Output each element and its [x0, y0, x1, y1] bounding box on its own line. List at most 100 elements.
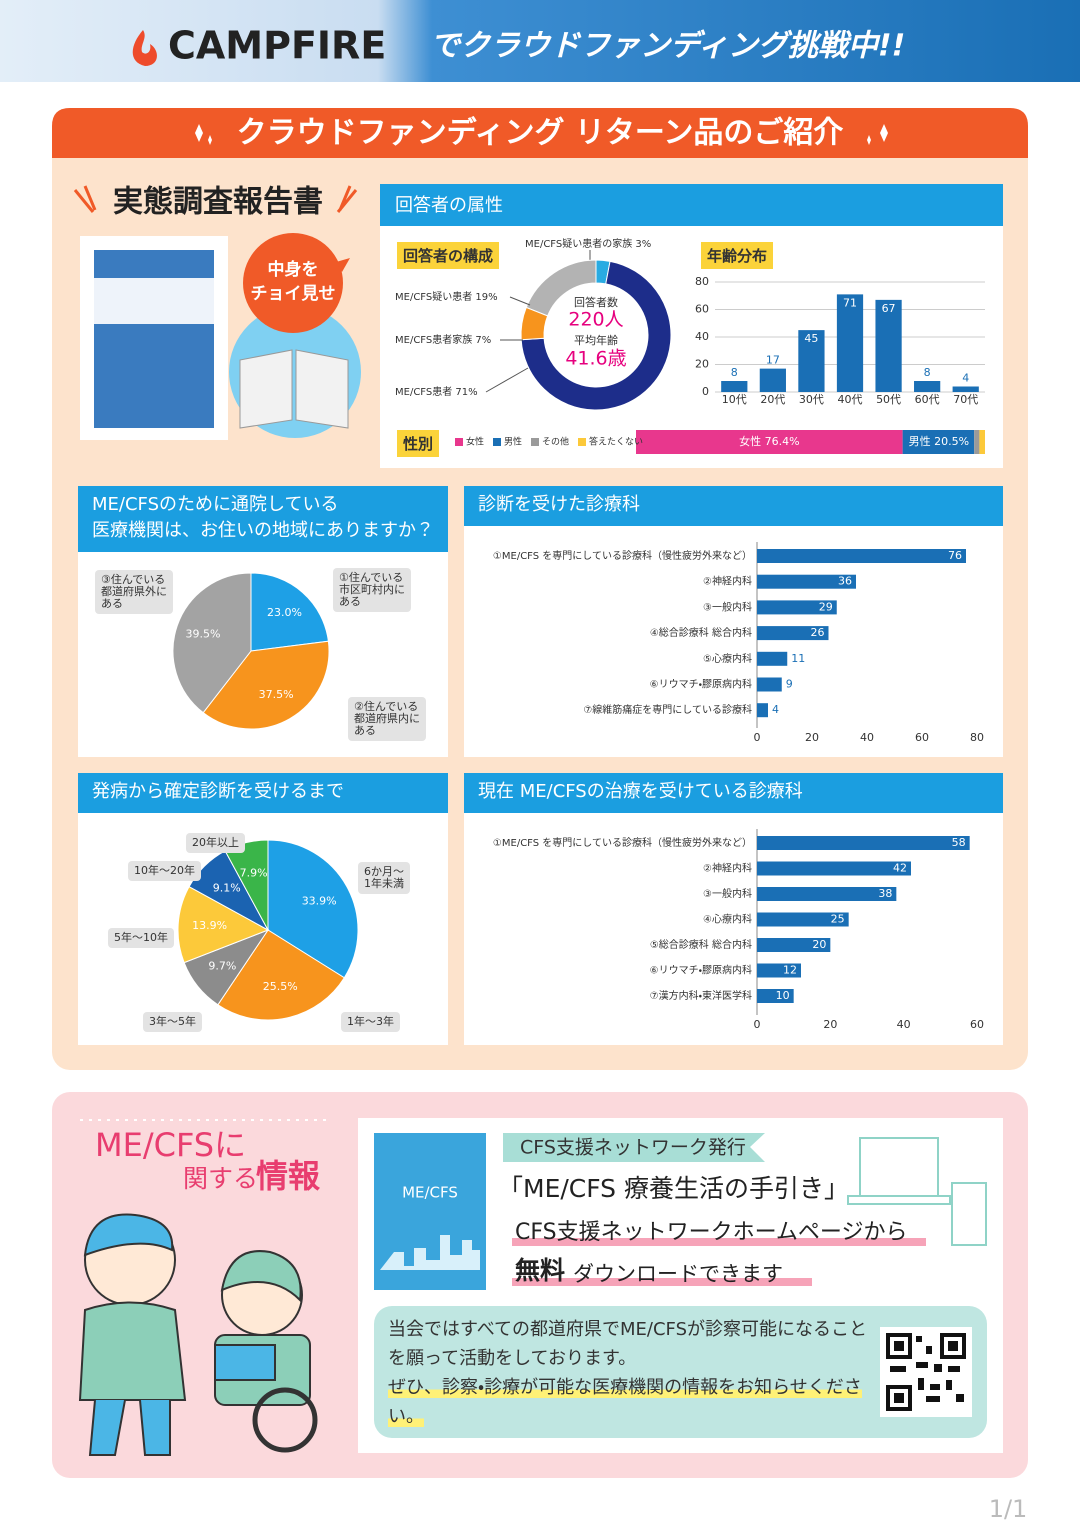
- bar: [757, 938, 831, 952]
- bar: [757, 677, 782, 692]
- value-label: 23.0%: [267, 606, 302, 619]
- category-label: ③一般内科: [703, 887, 752, 900]
- category-label: ME/CFS患者家族 7%: [395, 333, 491, 346]
- legend-swatch: [493, 438, 501, 446]
- bar-segment: [636, 430, 903, 454]
- chart-title: 年齢分布: [701, 242, 774, 269]
- bar: [757, 861, 911, 876]
- qr-code: [886, 1333, 966, 1411]
- category-callout: 3年〜5年: [143, 1012, 202, 1032]
- publisher: CFS支援ネットワーク発行: [520, 1137, 746, 1159]
- download-free: 無料: [515, 1256, 565, 1285]
- legend-swatch: [531, 438, 539, 446]
- category-label: ②神経内科: [703, 862, 752, 875]
- x-tick-label: 0: [754, 731, 761, 744]
- value-label: 9.1%: [213, 882, 241, 895]
- slice: [177, 885, 270, 964]
- value-label: 76: [948, 549, 962, 562]
- slice: [525, 259, 597, 317]
- value-label: 4: [772, 703, 779, 716]
- x-tick-label: 40: [897, 1018, 911, 1031]
- legend-label: その他: [542, 436, 569, 448]
- panel: [464, 773, 1003, 1045]
- category-callout: 20年以上: [186, 833, 245, 853]
- panel-header: 現在 ME/CFSの治療を受けている診療科: [464, 773, 1003, 813]
- value-label: 58: [952, 836, 966, 849]
- center-annotation: 回答者数: [574, 295, 618, 309]
- teaser-circle: [243, 233, 343, 333]
- x-tick-label: 80: [970, 731, 984, 744]
- bar: [757, 836, 970, 850]
- value-label: 男性 20.5%: [909, 434, 969, 448]
- book-cover-town: [380, 1235, 480, 1270]
- value-label: 45: [804, 332, 818, 345]
- bar: [952, 386, 979, 392]
- x-tick-label: 40代: [838, 393, 863, 406]
- report-cover-inner: [94, 250, 214, 428]
- slogan: でクラウドファンディング挑戦中!!: [430, 29, 905, 64]
- legend-swatch: [455, 438, 463, 446]
- x-tick-label: 30代: [799, 393, 824, 406]
- bar: [757, 887, 897, 901]
- bar: [875, 299, 902, 392]
- page-indicator: 1/1: [989, 1495, 1028, 1523]
- bar: [836, 294, 864, 392]
- attributes-panel: [380, 184, 1003, 468]
- category-label: ME/CFS患者 71%: [395, 386, 478, 398]
- book-icon: [239, 349, 349, 429]
- legend-label: 男性: [504, 436, 522, 448]
- y-tick-label: 40: [695, 330, 709, 343]
- x-tick-label: 60: [915, 731, 929, 744]
- category-label: ④心療内科: [703, 913, 752, 926]
- category-label: ⑦線維筋痛症を専門にしている診療科: [583, 703, 752, 716]
- leader-line: [509, 296, 531, 306]
- chart-title: 性別: [397, 430, 440, 457]
- value-label: 11: [791, 652, 805, 665]
- category-label: ①ME/CFS を専門にしている診療科（慢性疲労外来など）: [493, 549, 752, 562]
- x-tick-label: 0: [754, 1018, 761, 1031]
- category-callout: 5年〜10年: [108, 928, 174, 948]
- x-tick-label: 20: [805, 731, 819, 744]
- brand: CAMPFIRE: [168, 24, 386, 68]
- category-callout: 6か月〜 1年未満: [358, 862, 410, 894]
- message: 当会ではすべての都道府県でME/CFSが診察可能になることを願って活動をしており…: [388, 1315, 868, 1431]
- device-icons: [847, 1137, 987, 1246]
- report-cover-band: [94, 278, 214, 324]
- value-label: 17: [766, 354, 780, 367]
- category-label: ME/CFS疑い患者 19%: [395, 291, 498, 303]
- value-label: 7.9%: [240, 866, 268, 879]
- slice: [217, 929, 345, 1021]
- value-label: 4: [962, 372, 969, 385]
- value-label: 36: [838, 575, 852, 588]
- bar: [757, 989, 794, 1003]
- value-label: 71: [843, 296, 857, 309]
- x-tick-label: 20: [823, 1018, 837, 1031]
- x-tick-label: 20代: [760, 393, 785, 406]
- value-label: 8: [731, 366, 738, 379]
- header-bar: [0, 0, 1080, 82]
- slice: [267, 839, 359, 979]
- value-label: 37.5%: [259, 688, 294, 701]
- category-callout: 10年〜20年: [128, 861, 201, 881]
- category-callout: ②住んでいる 都道府県内に ある: [348, 697, 426, 741]
- legend-label: 女性: [466, 436, 484, 448]
- value-label: 9: [786, 678, 793, 691]
- download-line: ダウンロードできます: [573, 1262, 783, 1286]
- legend-label: 答えたくない: [589, 436, 643, 448]
- bar: [757, 549, 966, 563]
- underline: [512, 1238, 926, 1246]
- category-label: ①ME/CFS を専門にしている診療科（慢性疲労外来など）: [493, 836, 752, 849]
- bar: [757, 651, 788, 666]
- request-text: ぜひ、診察・診療が可能な医療機関の情報をお知らせください。: [388, 1377, 862, 1427]
- slice: [202, 640, 330, 730]
- value-label: 25.5%: [263, 980, 298, 993]
- book-cover-title: ME/CFS: [402, 1184, 458, 1202]
- value-label: 67: [882, 302, 896, 315]
- x-tick-label: 70代: [953, 393, 978, 406]
- value-label: 10: [776, 989, 790, 1002]
- center-annotation: 220人: [568, 309, 623, 331]
- value-label: 20: [812, 938, 826, 951]
- bar-segment: [979, 430, 985, 454]
